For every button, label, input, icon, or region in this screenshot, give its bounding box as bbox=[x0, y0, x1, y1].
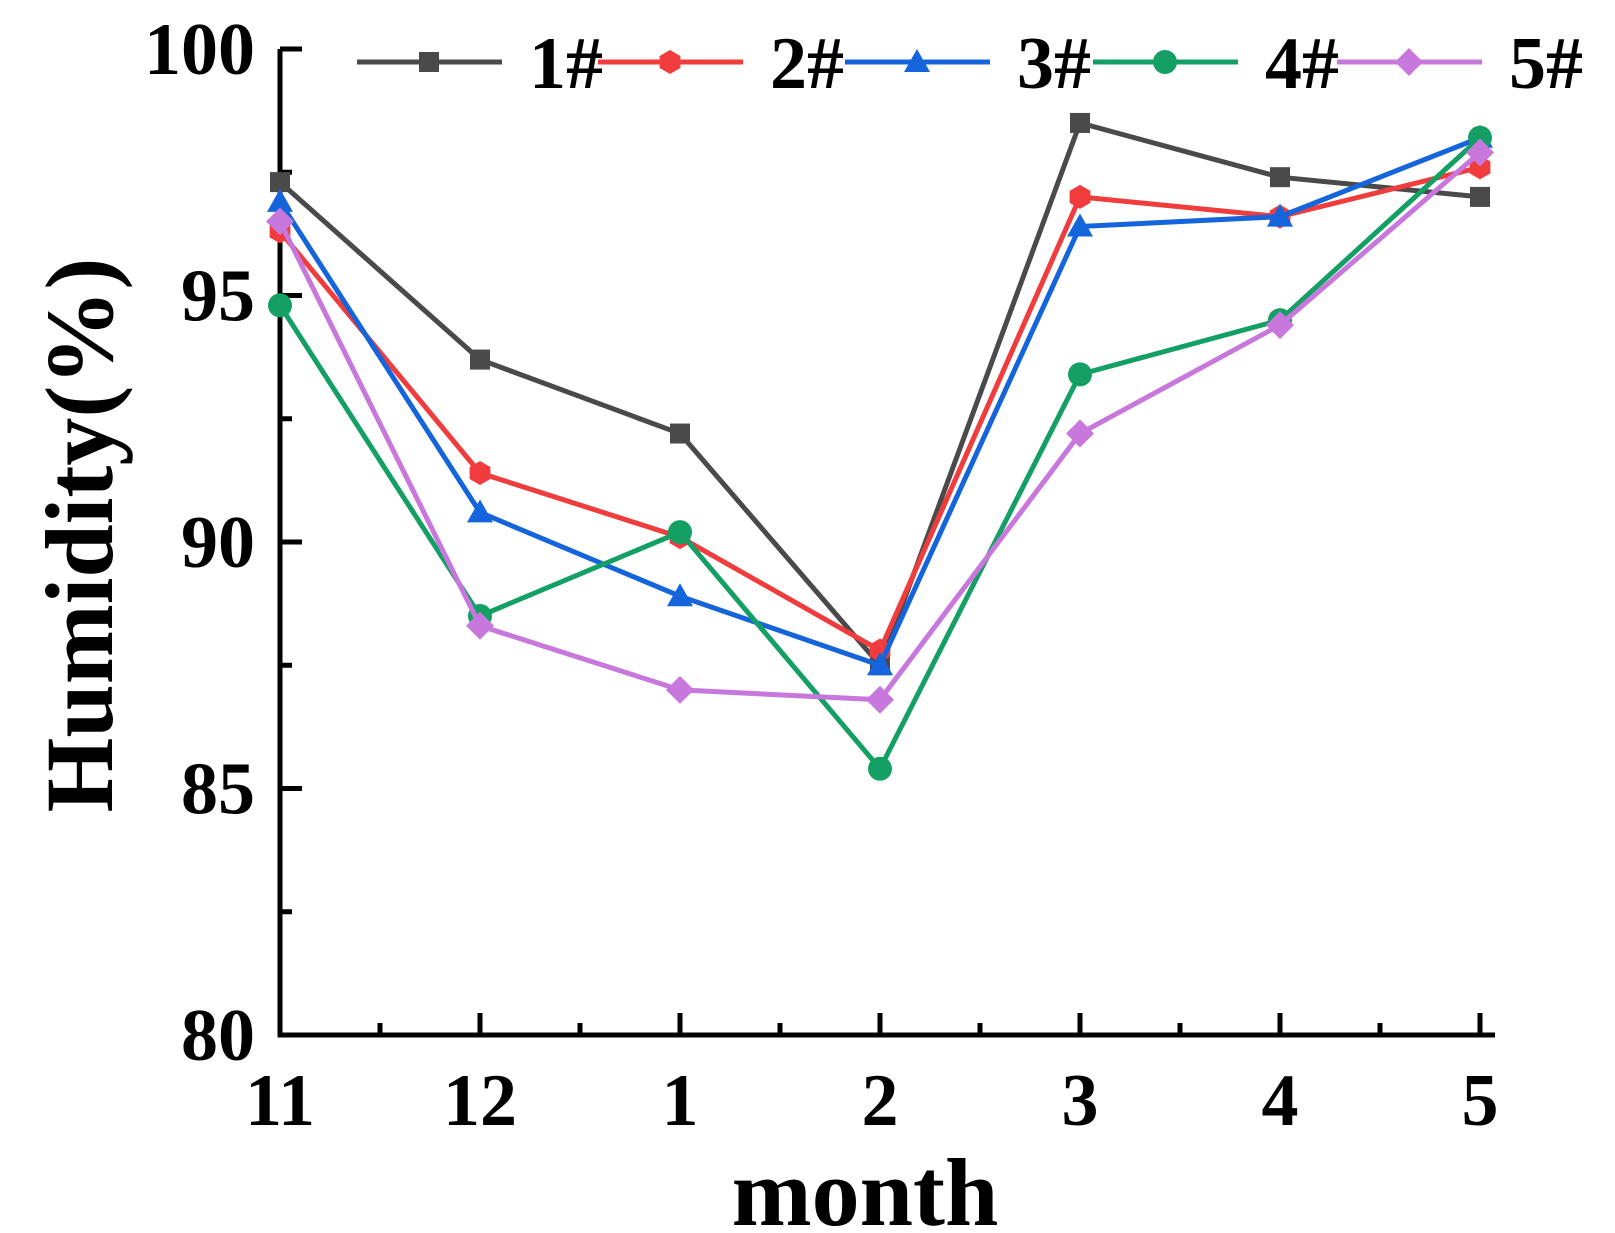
data-point bbox=[1468, 125, 1492, 150]
data-point bbox=[868, 756, 892, 781]
legend-label: 4# bbox=[1265, 23, 1339, 105]
series-3 bbox=[267, 124, 1493, 676]
data-point bbox=[866, 685, 894, 714]
legend-marker bbox=[904, 49, 930, 72]
series-line bbox=[277, 150, 1482, 703]
series-line bbox=[278, 164, 1481, 653]
x-tick-label: 1 bbox=[662, 1060, 699, 1142]
series-1 bbox=[270, 112, 1490, 676]
data-point bbox=[466, 611, 494, 640]
legend-marker bbox=[659, 50, 681, 74]
y-tick-label: 85 bbox=[181, 749, 255, 831]
legend-item: 1# bbox=[357, 23, 603, 105]
series-4 bbox=[268, 125, 1492, 781]
data-point bbox=[1070, 112, 1090, 133]
data-point bbox=[1068, 362, 1092, 387]
y-tick-label: 100 bbox=[144, 9, 255, 91]
data-point bbox=[1266, 311, 1294, 340]
axes bbox=[277, 49, 1495, 1038]
series-2 bbox=[269, 155, 1491, 663]
x-ticks: 11 12 1 2 3 4 5 bbox=[245, 1013, 1499, 1142]
series-5 bbox=[266, 138, 1494, 714]
data-point bbox=[668, 520, 692, 545]
x-tick-label: 4 bbox=[1262, 1060, 1299, 1142]
legend-label: 2# bbox=[770, 23, 844, 105]
x-tick-label: 2 bbox=[862, 1060, 899, 1142]
y-tick-label: 80 bbox=[181, 995, 255, 1077]
data-point bbox=[266, 207, 294, 236]
x-axis-title: month bbox=[732, 1139, 999, 1233]
legend: 1# 2# 3# 4# 5# bbox=[357, 23, 1583, 105]
y-ticks: 80 85 90 95 100 bbox=[144, 9, 302, 1077]
data-point bbox=[1267, 203, 1293, 227]
legend-item: 2# bbox=[598, 23, 844, 105]
data-point bbox=[667, 583, 693, 607]
x-tick-label: 3 bbox=[1062, 1060, 1099, 1142]
y-tick-label: 95 bbox=[181, 256, 255, 338]
x-tick-label: 11 bbox=[245, 1060, 315, 1142]
legend-item: 3# bbox=[845, 23, 1091, 105]
legend-marker bbox=[1395, 48, 1423, 76]
y-tick-label: 90 bbox=[181, 502, 255, 584]
legend-label: 5# bbox=[1509, 23, 1583, 105]
legend-marker bbox=[1153, 50, 1177, 74]
data-point bbox=[1066, 419, 1094, 448]
legend-marker bbox=[419, 52, 439, 72]
data-point bbox=[268, 293, 292, 318]
data-point bbox=[666, 675, 694, 704]
data-point bbox=[867, 652, 893, 676]
data-point bbox=[670, 423, 690, 444]
x-tick-label: 5 bbox=[1462, 1060, 1499, 1142]
data-point bbox=[1470, 186, 1490, 207]
x-tick-label: 12 bbox=[443, 1060, 517, 1142]
data-point bbox=[470, 349, 490, 370]
data-point bbox=[270, 172, 290, 193]
legend-label: 1# bbox=[529, 23, 603, 105]
data-point bbox=[1466, 138, 1494, 167]
data-point bbox=[267, 188, 293, 212]
legend-item: 4# bbox=[1093, 23, 1339, 105]
series-group bbox=[266, 112, 1494, 781]
data-point bbox=[1270, 167, 1290, 188]
data-point bbox=[1069, 184, 1091, 209]
legend-item: 5# bbox=[1337, 23, 1583, 105]
legend-label: 3# bbox=[1017, 23, 1091, 105]
data-point bbox=[469, 460, 491, 485]
data-point bbox=[467, 499, 493, 523]
data-point bbox=[1067, 213, 1093, 237]
y-axis-title: Humidity(%) bbox=[26, 258, 133, 813]
